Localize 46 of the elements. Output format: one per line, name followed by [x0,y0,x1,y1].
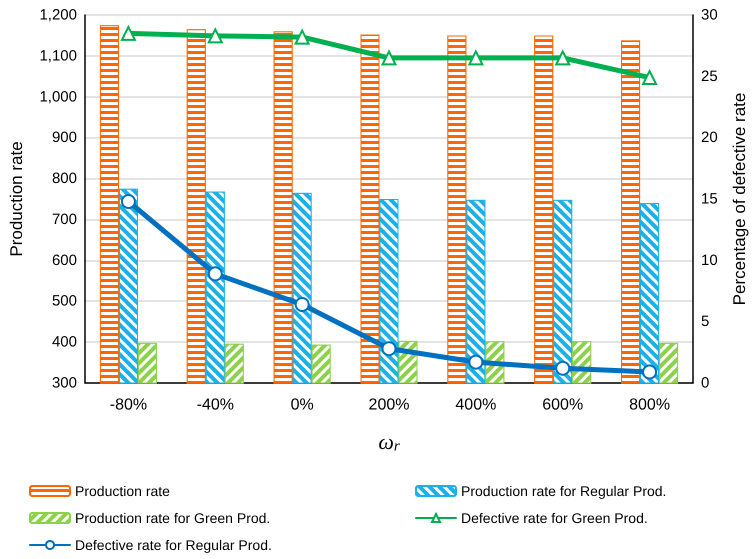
x-tick-label: 600% [542,396,584,414]
y-tick-label: 700 [52,210,77,228]
y-tick-label: 300 [52,374,77,392]
y2-tick-label: 20 [701,129,718,146]
y2-tick-label: 0 [701,374,710,392]
x-tick-label: 200% [368,396,410,414]
point [294,296,310,312]
x-tick-label: 800% [629,396,670,414]
y-axis-title: Production rate [7,141,26,257]
legend-label: Production rate for Regular Prod. [461,483,666,499]
y2-tick-label: 30 [701,6,718,24]
point [382,341,396,356]
point [120,26,136,41]
y-tick-label: 900 [52,129,77,146]
x-tick-label: -80% [110,396,148,414]
legend-label: Defective rate for Green Prod. [461,510,648,526]
point [382,50,396,66]
point [642,364,658,380]
point [208,28,223,44]
y2-tick-label: 5 [701,313,710,330]
point [555,360,570,376]
y-tick-label: 1,000 [39,88,77,106]
y-tick-label: 1,200 [39,6,77,24]
x-axis-title: ωr [378,429,400,454]
y-tick-label: 600 [52,252,77,269]
x-tick-label: -40% [196,396,234,414]
point [468,354,484,370]
x-tick-label: 0% [290,396,314,414]
y-tick-label: 1,100 [39,47,77,64]
legend-label: Production rate [75,483,170,499]
y-tick-label: 500 [52,292,77,310]
point [468,50,484,66]
y2-axis-title: Percentage of defective rate [730,92,749,306]
y2-tick-label: 10 [701,252,718,269]
x-tick-label: 400% [455,396,496,414]
point [294,30,310,45]
y-tick-label: 800 [52,170,77,188]
legend-label: Defective rate for Regular Prod. [75,537,272,553]
point [642,70,658,86]
point [555,50,570,66]
legend-label: Production rate for Green Prod. [75,510,270,526]
y2-tick-label: 25 [701,68,718,85]
point [120,194,136,209]
y2-tick-label: 15 [701,190,718,208]
y-tick-label: 400 [52,334,77,351]
point [208,266,223,282]
